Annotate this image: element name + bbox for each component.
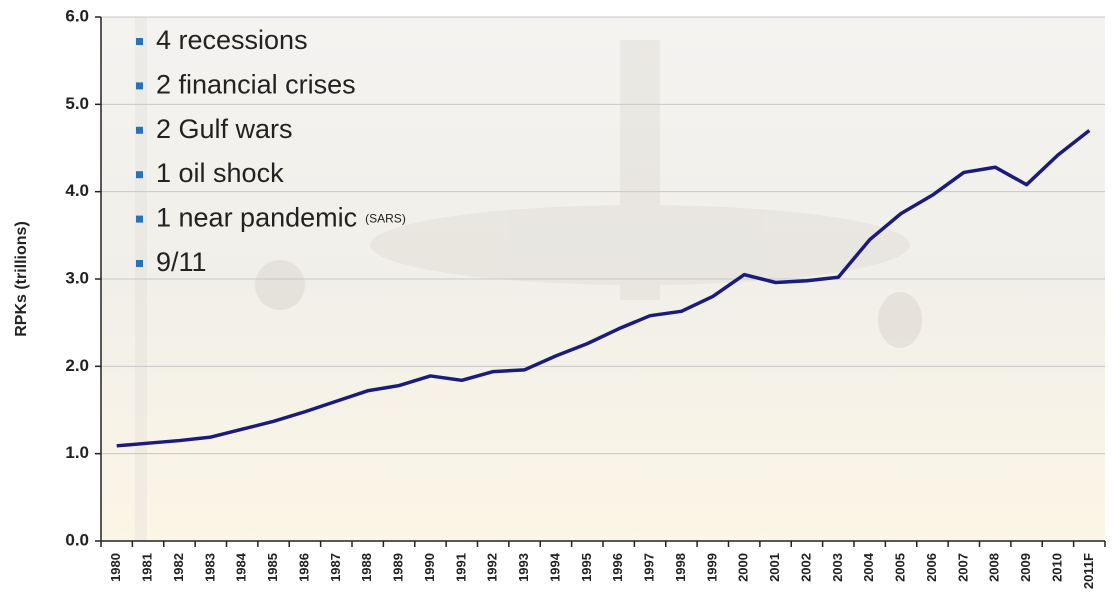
annotation-text: 2 Gulf wars	[156, 114, 293, 144]
annotation: 1 near pandemic (SARS)	[156, 203, 406, 233]
y-tick-label: 6.0	[65, 6, 89, 25]
x-tick-label: 1999	[704, 553, 719, 582]
x-tick-label: 2005	[893, 553, 908, 582]
bullet	[136, 215, 143, 223]
x-tick-label: 1980	[108, 553, 123, 582]
bullet	[136, 260, 143, 267]
x-tick-label: 1986	[296, 553, 311, 582]
x-tick-label: 2002	[798, 553, 813, 582]
bullet	[136, 171, 143, 179]
y-tick-label: 2.0	[65, 356, 89, 375]
x-tick-label: 1983	[202, 553, 217, 582]
x-tick-label: 1981	[140, 553, 155, 582]
x-tick-label: 1984	[234, 552, 249, 582]
x-tick-label: 1991	[453, 553, 468, 582]
x-tick-label: 1990	[422, 553, 437, 582]
y-tick-label: 1.0	[65, 443, 89, 462]
x-tick-label: 2008	[987, 553, 1002, 582]
x-tick-label: 2004	[861, 552, 876, 582]
annotation-text: 4 recessions	[156, 25, 308, 55]
annotation-text: 1 near pandemic	[156, 203, 357, 233]
x-tick-label: 1989	[391, 553, 406, 582]
x-tick-label: 1987	[328, 553, 343, 582]
bullet	[136, 82, 143, 90]
x-tick-label: 2010	[1049, 553, 1064, 582]
x-tick-label: 1982	[171, 553, 186, 582]
x-tick-label: 1992	[485, 553, 500, 582]
x-tick-label: 1988	[359, 553, 374, 582]
x-tick-label: 1996	[610, 553, 625, 582]
annotation-text: 2 financial crises	[156, 70, 356, 100]
annotation-text: 1 oil shock	[156, 158, 284, 188]
x-tick-label: 2009	[1018, 553, 1033, 582]
line-series	[116, 129, 1091, 448]
x-tick-label: 1998	[673, 553, 688, 582]
x-tick-label: 1994	[547, 552, 562, 582]
y-tick-label: 0.0	[65, 530, 89, 549]
y-tick-label: 3.0	[65, 268, 89, 287]
x-tick-label: 2006	[924, 553, 939, 582]
annotation-text: 9/11	[156, 247, 207, 277]
bullet	[136, 126, 143, 134]
x-tick-label: 1995	[579, 553, 594, 582]
y-tick-label: 4.0	[65, 181, 89, 200]
annotation: 2 financial crises	[156, 70, 356, 100]
annotation: 9/11	[156, 247, 207, 277]
x-tick-label: 2007	[955, 553, 970, 582]
annotation: 4 recessions	[156, 25, 308, 55]
bullet	[136, 38, 143, 45]
x-tick-label: 2001	[767, 553, 782, 582]
x-tick-label: 1985	[265, 553, 280, 582]
annotation: 2 Gulf wars	[156, 114, 293, 144]
annotation-note: (SARS)	[365, 212, 406, 226]
y-tick-label: 5.0	[65, 94, 89, 113]
x-tick-label: 2011F	[1081, 553, 1096, 589]
y-axis-label: RPKs (trillions)	[13, 221, 30, 337]
x-tick-label: 1997	[642, 553, 657, 582]
x-tick-label: 2000	[736, 553, 751, 582]
x-tick-label: 1993	[516, 553, 531, 582]
x-tick-label: 2003	[830, 553, 845, 582]
annotation: 1 oil shock	[156, 158, 284, 188]
